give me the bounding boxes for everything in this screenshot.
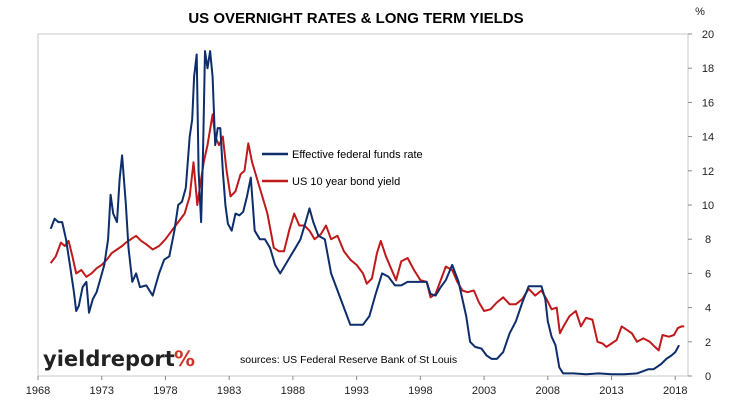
x-tick-label: 1983 — [217, 385, 241, 397]
y-tick-label: 4 — [705, 303, 711, 315]
y-tick-label: 14 — [702, 132, 714, 144]
series-lines — [49, 50, 685, 376]
logo-wordmark: yieldreport — [43, 347, 175, 371]
x-tick-label: 1978 — [153, 385, 177, 397]
legend-label-10yr-yield: US 10 year bond yield — [292, 176, 400, 188]
y-tick-label: 20 — [702, 29, 714, 41]
y-tick-label: 2 — [705, 337, 711, 349]
series-line-10yr-yield — [49, 113, 685, 352]
x-tick-label: 1973 — [89, 385, 113, 397]
legend-label-fed-funds: Effective federal funds rate — [292, 149, 423, 161]
y-unit-label: % — [695, 6, 705, 18]
x-tick-label: 2018 — [663, 385, 687, 397]
x-tick-label: 1993 — [344, 385, 368, 397]
series-line-fed-funds — [49, 50, 680, 376]
x-tick-label: 2008 — [536, 385, 560, 397]
y-tick-label: 16 — [702, 97, 714, 109]
x-tick-label: 2003 — [472, 385, 496, 397]
y-tick-label: 8 — [705, 234, 711, 246]
y-tick-label: 6 — [705, 268, 711, 280]
chart-title: US OVERNIGHT RATES & LONG TERM YIELDS — [188, 10, 523, 27]
logo-percent-mark: % — [174, 347, 195, 371]
yieldreport-logo: yieldreport % — [43, 347, 195, 371]
x-axis-ticks: 1968 1973 1978 1983 1988 1993 1998 2003 2008 2013… — [26, 376, 687, 397]
y-tick-label: 18 — [702, 63, 714, 75]
y-tick-label: 10 — [702, 200, 714, 212]
x-tick-label: 1998 — [408, 385, 432, 397]
x-tick-label: 1988 — [281, 385, 305, 397]
x-tick-label: 1968 — [26, 385, 50, 397]
legend: Effective federal funds rate US 10 year … — [262, 149, 423, 188]
y-tick-label: 12 — [702, 166, 714, 178]
x-tick-label: 2013 — [599, 385, 623, 397]
y-tick-label: 0 — [705, 371, 711, 383]
source-note: sources: US Federal Reserve Bank of St L… — [240, 354, 457, 366]
y-axis-ticks: 0 2 4 6 8 10 12 14 16 18 20 — [688, 29, 714, 383]
